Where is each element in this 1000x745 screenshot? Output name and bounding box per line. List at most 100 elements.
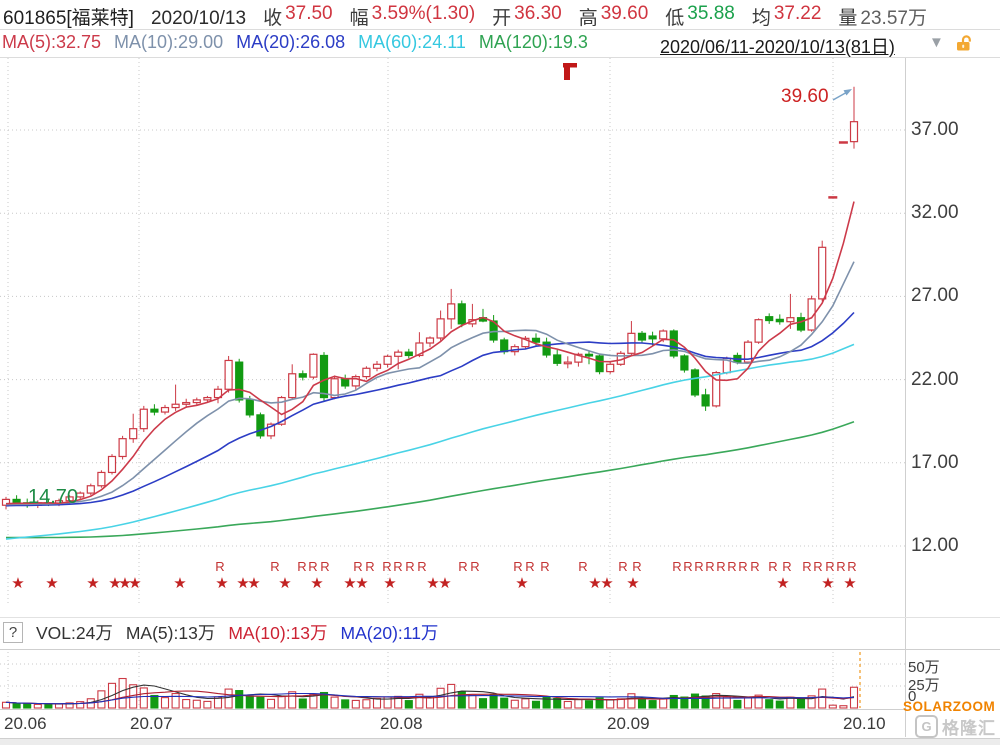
volume-axis-label: 0: [908, 688, 917, 705]
r-event-marker: R: [320, 559, 330, 574]
r-event-marker: R: [694, 559, 704, 574]
star-marker-icon: ★: [128, 575, 142, 592]
volume-axis-label: 25万: [908, 677, 940, 694]
volume-axis-label: 50万: [908, 659, 940, 676]
star-marker-icon: ★: [426, 575, 440, 592]
r-event-marker: R: [632, 559, 642, 574]
date-axis-label: 20.10: [843, 714, 886, 733]
star-marker-icon: ★: [383, 575, 397, 592]
star-marker-icon: ★: [626, 575, 640, 592]
quote-date: 2020/10/13: [150, 8, 247, 29]
r-event-marker: R: [836, 559, 846, 574]
star-marker-icon: ★: [588, 575, 602, 592]
star-marker-icon: ★: [821, 575, 835, 592]
vol-ma10-legend: MA(10):13万: [228, 623, 328, 643]
r-event-marker: R: [768, 559, 778, 574]
quote-close: 收 37.50: [263, 3, 333, 29]
r-event-marker: R: [308, 559, 318, 574]
r-event-marker: R: [813, 559, 823, 574]
high-price-callout: 39.60: [781, 86, 829, 107]
ma10-legend: MA(10):29.00: [114, 32, 224, 52]
r-event-marker: R: [215, 559, 225, 574]
r-event-marker: R: [683, 559, 693, 574]
r-event-marker: R: [540, 559, 550, 574]
star-marker-icon: ★: [173, 575, 187, 592]
star-marker-icon: ★: [108, 575, 122, 592]
price-axis-label: 32.00: [911, 202, 959, 224]
star-marker-icon: ★: [236, 575, 250, 592]
low-price-label: 14.70: [28, 486, 79, 508]
date-axis-label: 20.06: [4, 714, 47, 733]
quote-high: 高 39.60: [578, 3, 649, 29]
star-marker-icon: ★: [45, 575, 59, 592]
quote-avg: 均 37.22: [751, 3, 822, 29]
r-event-marker: R: [716, 559, 726, 574]
r-event-marker: R: [802, 559, 812, 574]
chevron-down-icon[interactable]: ▼: [929, 34, 944, 51]
vol-value: VOL:24万: [36, 623, 113, 643]
ma20-legend: MA(20):26.08: [236, 32, 346, 52]
price-axis-label: 22.00: [911, 368, 959, 390]
star-marker-icon: ★: [11, 575, 25, 592]
r-event-marker: R: [578, 559, 588, 574]
ma5-legend: MA(5):32.75: [2, 32, 102, 52]
volume-legend: ? VOL:24万 MA(5):13万 MA(10):13万 MA(20):11…: [3, 620, 438, 645]
vol-ma5-legend: MA(5):13万: [125, 623, 216, 643]
star-marker-icon: ★: [215, 575, 229, 592]
r-event-marker: R: [782, 559, 792, 574]
star-marker-icon: ★: [776, 575, 790, 592]
quote-volume: 量 23.57万: [838, 8, 927, 29]
gelonghui-logo-icon: G: [915, 715, 938, 738]
gelonghui-logo: G 格隆汇: [915, 714, 996, 739]
r-event-marker: R: [513, 559, 523, 574]
ma-legend: MA(5):32.75 MA(10):29.00 MA(20):26.08 MA…: [2, 32, 588, 53]
r-event-marker: R: [847, 559, 857, 574]
r-event-marker: R: [297, 559, 307, 574]
r-event-marker: R: [618, 559, 628, 574]
r-event-marker: R: [727, 559, 737, 574]
quote-change: 幅 3.59%(1.30): [349, 3, 476, 29]
vol-ma20-legend: MA(20):11万: [340, 623, 439, 643]
star-marker-icon: ★: [343, 575, 357, 592]
r-event-marker: R: [365, 559, 375, 574]
date-axis-label: 20.07: [130, 714, 173, 733]
r-event-marker: R: [738, 559, 748, 574]
r-event-marker: R: [525, 559, 535, 574]
r-event-marker: R: [393, 559, 403, 574]
date-range-selector[interactable]: 2020/06/11-2020/10/13(81日): [660, 37, 895, 57]
gelonghui-logo-text: 格隆汇: [942, 719, 996, 738]
star-marker-icon: ★: [355, 575, 369, 592]
quote-header: 601865[福莱特] 2020/10/13 收 37.50 幅 3.59%(1.3…: [3, 3, 927, 30]
star-marker-icon: ★: [843, 575, 857, 592]
price-axis-label: 37.00: [911, 119, 959, 140]
star-marker-icon: ★: [515, 575, 529, 592]
r-event-marker: R: [458, 559, 468, 574]
price-axis-label: 27.00: [911, 285, 959, 307]
bottom-border-band: [0, 738, 1000, 745]
help-icon[interactable]: ?: [3, 622, 23, 643]
date-axis-label: 20.08: [380, 714, 423, 733]
quote-low: 低 35.88: [665, 3, 735, 29]
quote-open: 开 36.30: [492, 3, 562, 29]
ma60-legend: MA(60):24.11: [358, 32, 466, 52]
r-event-marker: R: [470, 559, 480, 574]
unlock-icon[interactable]: [955, 35, 975, 57]
r-event-marker: R: [825, 559, 835, 574]
star-marker-icon: ★: [247, 575, 261, 592]
star-marker-icon: ★: [118, 575, 132, 592]
r-event-marker: R: [672, 559, 682, 574]
star-marker-icon: ★: [86, 575, 100, 592]
r-event-marker: R: [705, 559, 715, 574]
r-event-marker: R: [270, 559, 280, 574]
ma120-legend: MA(120):19.3: [478, 32, 588, 52]
price-axis-label: 12.00: [911, 535, 959, 556]
stock-symbol: 601865[福莱特]: [3, 8, 134, 29]
r-event-marker: R: [382, 559, 392, 574]
date-axis-label: 20.09: [607, 714, 650, 733]
price-axis-label: 17.00: [911, 451, 959, 473]
star-marker-icon: ★: [600, 575, 614, 592]
r-event-marker: R: [750, 559, 760, 574]
star-marker-icon: ★: [310, 575, 324, 592]
